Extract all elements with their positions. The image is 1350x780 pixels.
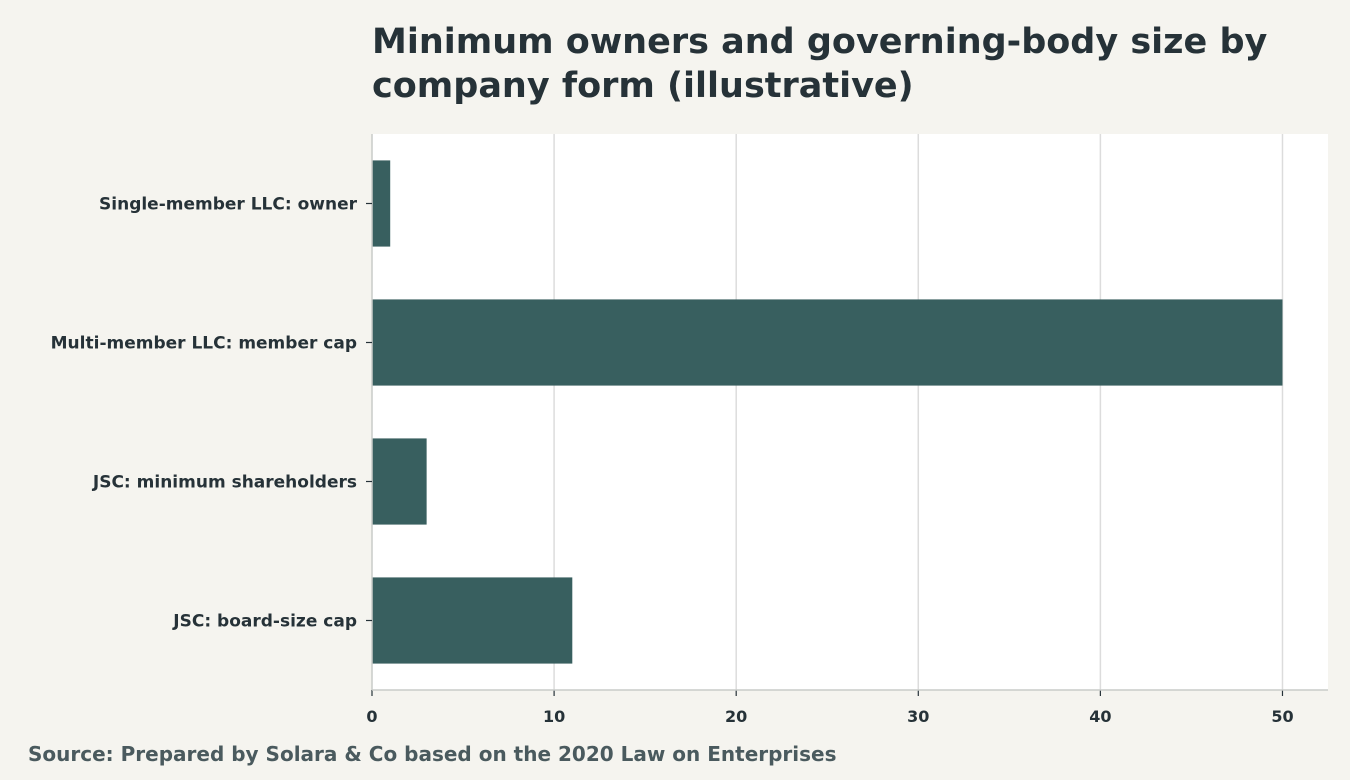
x-tick-label: 30 — [907, 707, 929, 726]
x-tick-labels: 0 10 20 30 40 50 — [366, 707, 1293, 726]
category-label: JSC: board-size cap — [172, 612, 357, 632]
category-labels: Single-member LLC: owner Multi-member LLC… — [51, 195, 358, 632]
x-tick-label: 20 — [725, 707, 747, 726]
chart-title: Minimum owners and governing-body size b… — [372, 22, 1268, 106]
bar-chart: 0 10 20 30 40 50 Single-member LLC: owner Mult… — [51, 134, 1328, 726]
bar — [372, 160, 391, 247]
x-tick-label: 50 — [1271, 707, 1293, 726]
x-tick-label: 40 — [1089, 707, 1111, 726]
x-tick-label: 10 — [543, 707, 565, 726]
x-tick-label: 0 — [366, 707, 377, 726]
category-label: Single-member LLC: owner — [99, 195, 358, 215]
category-label: JSC: minimum shareholders — [92, 473, 357, 493]
axes — [366, 134, 1328, 696]
bars — [372, 160, 1283, 664]
bar — [372, 577, 573, 664]
chart-source: Source: Prepared by Solara & Co based on… — [28, 742, 837, 766]
category-label: Multi-member LLC: member cap — [51, 334, 357, 354]
bar — [372, 299, 1283, 386]
bar — [372, 438, 427, 525]
